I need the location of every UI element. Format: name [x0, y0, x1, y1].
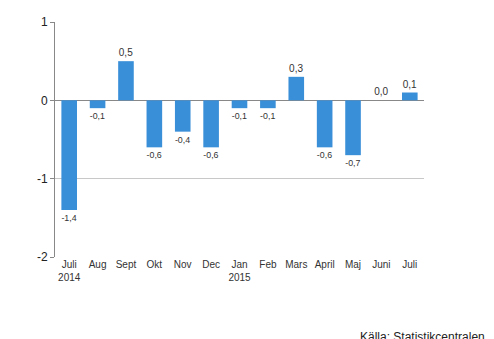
svg-text:-1: -1	[37, 172, 48, 186]
svg-text:Feb: Feb	[259, 259, 277, 270]
svg-text:0,3: 0,3	[289, 63, 303, 74]
svg-text:April: April	[315, 259, 335, 270]
svg-text:Nov: Nov	[174, 259, 192, 270]
svg-text:Juli: Juli	[402, 259, 417, 270]
svg-text:Aug: Aug	[89, 259, 107, 270]
svg-text:Mars: Mars	[285, 259, 307, 270]
svg-text:Jan2015: Jan2015	[228, 259, 251, 283]
svg-text:-0,6: -0,6	[147, 150, 162, 160]
svg-text:-0,4: -0,4	[175, 135, 190, 145]
svg-text:Maj: Maj	[345, 259, 361, 270]
svg-text:-0,1: -0,1	[90, 111, 105, 121]
svg-text:-0,7: -0,7	[345, 158, 360, 168]
svg-text:0,5: 0,5	[119, 47, 133, 58]
svg-text:Källa: Statistikcentralen: Källa: Statistikcentralen	[360, 330, 485, 339]
svg-text:0,0: 0,0	[374, 86, 388, 97]
svg-text:-0,6: -0,6	[203, 150, 218, 160]
svg-text:Dec: Dec	[202, 259, 220, 270]
svg-text:-2: -2	[37, 250, 48, 264]
svg-text:-0,1: -0,1	[260, 111, 275, 121]
svg-text:Sept: Sept	[116, 259, 137, 270]
svg-text:-1,4: -1,4	[61, 213, 76, 223]
svg-text:0,1: 0,1	[403, 79, 417, 90]
svg-text:Okt: Okt	[147, 259, 163, 270]
svg-text:0: 0	[41, 94, 48, 108]
svg-text:1: 1	[41, 15, 48, 29]
svg-text:Juni: Juni	[372, 259, 390, 270]
svg-text:Juli2014: Juli2014	[58, 259, 81, 283]
svg-text:-0,1: -0,1	[232, 111, 247, 121]
svg-text:-0,6: -0,6	[317, 150, 332, 160]
